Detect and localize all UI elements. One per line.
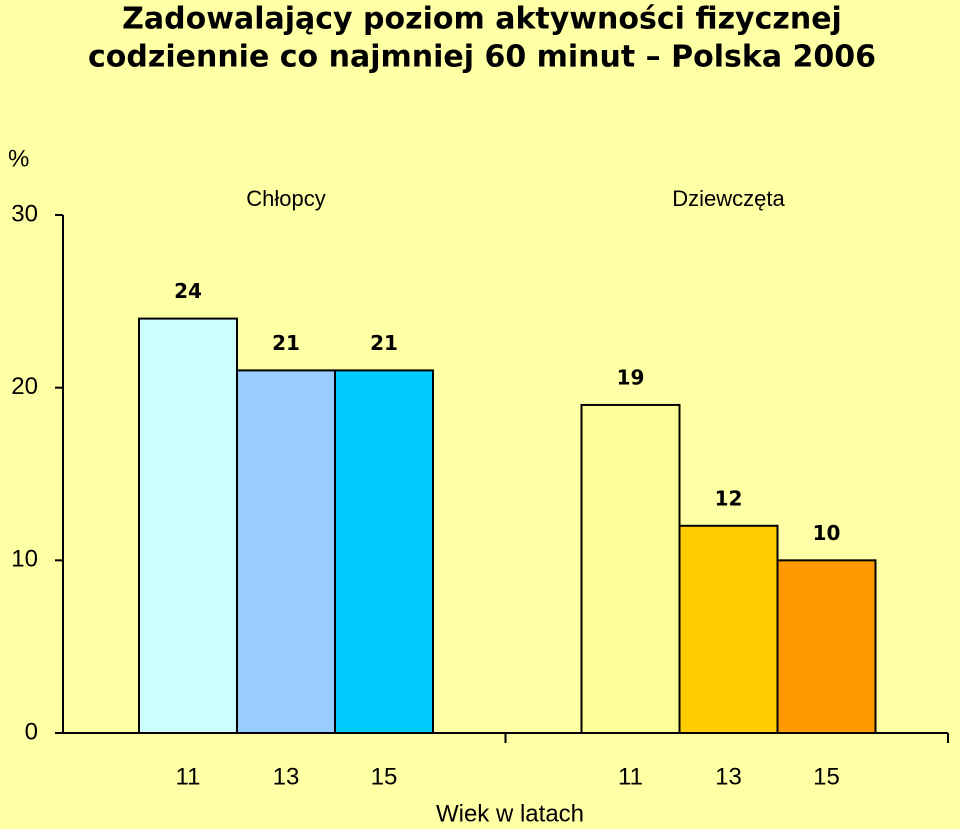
y-tick-label: 20 — [11, 373, 38, 400]
x-tick-label: 13 — [715, 763, 742, 790]
bar — [334, 369, 434, 734]
value-label: 12 — [715, 486, 743, 510]
y-tick-label: 10 — [11, 546, 38, 573]
x-axis-label: Wiek w latach — [436, 800, 584, 827]
value-label: 10 — [813, 521, 841, 545]
x-tick-label: 13 — [273, 763, 300, 790]
chart-title-line: Zadowalający poziom aktywności fizycznej — [122, 2, 842, 37]
x-tick-label: 15 — [813, 763, 840, 790]
chart-title-line: codziennie co najmniej 60 minut – Polska… — [88, 40, 876, 75]
value-label: 21 — [370, 331, 398, 355]
bar — [138, 317, 238, 734]
x-tick-label: 11 — [618, 763, 643, 790]
y-tick-label: 0 — [25, 718, 38, 745]
bar — [580, 403, 681, 734]
bar — [678, 524, 779, 734]
y-unit: % — [8, 145, 29, 172]
x-tick-label: 11 — [176, 763, 201, 790]
y-tick-label: 30 — [11, 200, 38, 227]
x-tick-label: 15 — [371, 763, 398, 790]
value-label: 19 — [617, 365, 645, 389]
group-label: Dziewczęta — [672, 186, 785, 211]
bar — [776, 559, 877, 734]
value-label: 21 — [272, 331, 300, 355]
value-label: 24 — [174, 279, 202, 303]
bar — [236, 369, 336, 734]
group-label: Chłopcy — [246, 186, 325, 211]
